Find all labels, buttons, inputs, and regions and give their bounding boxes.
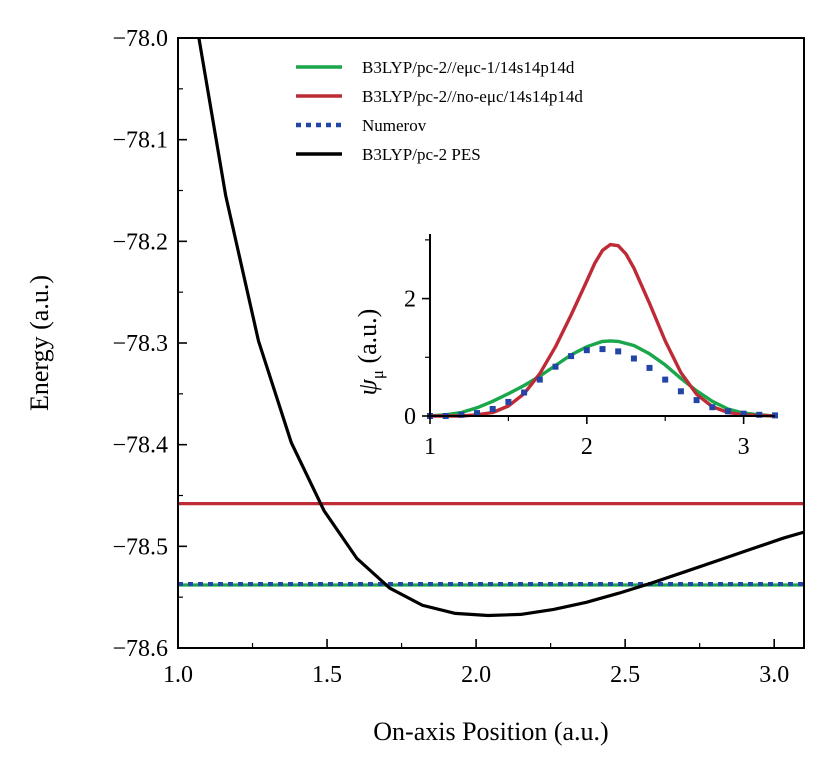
inset-numerov-point (693, 397, 700, 404)
y-tick-label: −78.5 (112, 534, 168, 560)
inset-plot: 1 2 3 0 2 ψμ (a.u.) (353, 234, 778, 460)
x-tick-label: 1.0 (163, 662, 193, 688)
inset-numerov-point (709, 404, 716, 411)
y-axis-title: Energy (a.u.) (25, 275, 54, 411)
legend-label-b3lyp-pc-2-e-c-1-14s14p14d: B3LYP/pc-2//eμc-1/14s14p14d (362, 58, 575, 77)
inset-numerov-point (740, 410, 747, 417)
inset-axis-ticks: 1 2 3 0 2 (404, 239, 750, 460)
x-tick-label: 2.0 (461, 662, 491, 688)
main-series-line-b3lyp-pc-2-pes (197, 38, 804, 618)
inset-y-axis-unit: (a.u.) (353, 309, 382, 370)
inset-numerov-point (615, 348, 622, 355)
inset-numerov-point (677, 388, 684, 395)
y-tick-label: −78.3 (112, 331, 168, 357)
inset-x-tick-label: 2 (581, 434, 593, 460)
inset-numerov-point (505, 398, 512, 405)
inset-y-axis-psi: ψ (353, 378, 382, 395)
y-tick-label: −78.4 (112, 433, 168, 459)
y-tick-label: −78.2 (112, 229, 168, 255)
inset-numerov-point (662, 376, 669, 383)
inset-numerov-point (458, 411, 465, 418)
legend: B3LYP/pc-2//eμc-1/14s14p14d B3LYP/pc-2//n… (296, 58, 583, 164)
inset-numerov-point (489, 406, 496, 412)
x-tick-label: 1.5 (312, 662, 342, 688)
inset-numerov-point (536, 376, 543, 383)
inset-numerov-point (474, 410, 480, 417)
legend-label-numerov: Numerov (362, 116, 427, 135)
y-tick-label: −78.0 (112, 26, 168, 52)
inset-numerov-point (583, 347, 590, 354)
inset-numerov-point (568, 353, 575, 360)
inset-numerov-point (725, 408, 731, 415)
legend-label-b3lyp-pc-2-pes: B3LYP/pc-2 PES (362, 145, 481, 164)
inset-numerov-point (756, 411, 763, 418)
inset-y-tick-label: 2 (404, 287, 416, 313)
inset-x-tick-label: 3 (738, 434, 750, 460)
inset-numerov-point (630, 355, 637, 362)
inset-numerov-point (646, 364, 653, 371)
inset-numerov-point (521, 389, 528, 396)
inset-x-tick-label: 1 (424, 434, 436, 460)
inset-y-axis-title: ψμ (a.u.) (353, 309, 387, 396)
inset-series-line-b3lyp-pc-2-e-c-1-14s14p14d (429, 339, 776, 418)
x-tick-label: 3.0 (759, 662, 789, 688)
x-axis-title: On-axis Position (a.u.) (373, 717, 608, 746)
inset-numerov-point (552, 363, 559, 370)
inset-series-line-b3lyp-pc-2-no-e-c-14s14p14d (430, 242, 776, 418)
main-plot: 1.0 1.5 2.0 2.5 3.0 −78.0 −78.1 −78.2 −78.3 −78.4… (25, 26, 805, 746)
inset-y-tick-label: 0 (404, 404, 416, 430)
y-tick-label: −78.1 (112, 128, 168, 154)
main-axis-ticks: 1.0 1.5 2.0 2.5 3.0 −78.0 −78.1 −78.2 −78.3 −78.4… (112, 26, 789, 688)
inset-numerov-point (599, 346, 606, 353)
x-tick-label: 2.5 (610, 662, 640, 688)
legend-label-b3lyp-pc-2-no-e-c-14s14p14d: B3LYP/pc-2//no-eμc/14s14p14d (362, 87, 583, 106)
inset-y-axis-subscript: μ (368, 370, 387, 379)
y-tick-label: −78.6 (112, 636, 168, 662)
main-series-layer (178, 38, 804, 618)
